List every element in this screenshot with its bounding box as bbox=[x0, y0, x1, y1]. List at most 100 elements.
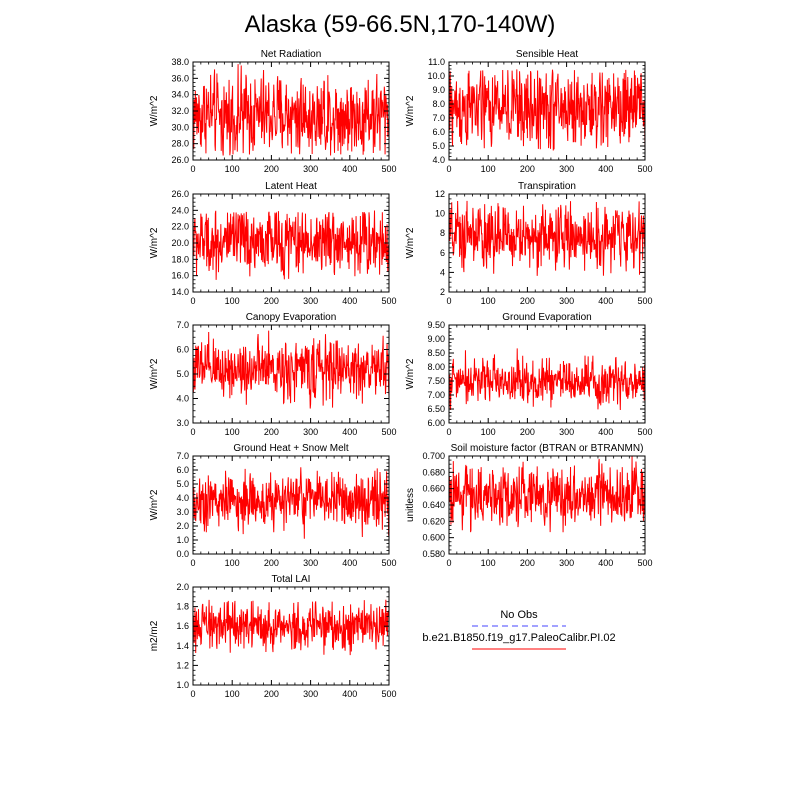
y-tick-label: 1.8 bbox=[176, 602, 189, 612]
y-tick-label: 0.680 bbox=[422, 467, 445, 477]
panel-soil-moisture-factor-btran-or-btranmn: 0 100 200 300 400 500 0.580 0.600 0.620 0.640 0.66… bbox=[405, 443, 653, 568]
y-tick-label: 12 bbox=[435, 189, 445, 199]
x-tick-label: 100 bbox=[225, 689, 240, 699]
y-tick-label: 1.0 bbox=[176, 680, 189, 690]
x-tick-label: 0 bbox=[446, 164, 451, 174]
y-axis-label-ground-heat-snow-melt: W/m^2 bbox=[149, 489, 160, 520]
x-tick-label: 0 bbox=[190, 558, 195, 568]
y-tick-label: 10.0 bbox=[427, 71, 445, 81]
x-tick-label: 500 bbox=[381, 296, 396, 306]
panel-title-canopy-evaporation: Canopy Evaporation bbox=[246, 312, 337, 323]
y-tick-label: 3.0 bbox=[176, 418, 189, 428]
y-axis-label-sensible-heat: W/m^2 bbox=[405, 95, 416, 126]
y-tick-label: 4.0 bbox=[176, 493, 189, 503]
y-axis-label-canopy-evaporation: W/m^2 bbox=[149, 358, 160, 389]
y-tick-label: 6.0 bbox=[176, 465, 189, 475]
x-tick-label: 400 bbox=[598, 164, 613, 174]
y-tick-label: 7.50 bbox=[427, 376, 445, 386]
series-line-ground-evaporation bbox=[448, 348, 646, 411]
y-tick-label: 38.0 bbox=[171, 57, 189, 67]
x-tick-label: 100 bbox=[481, 427, 496, 437]
y-tick-label: 14.0 bbox=[171, 287, 189, 297]
x-tick-label: 500 bbox=[381, 427, 396, 437]
panel-net-radiation: 0 100 200 300 400 500 26.0 28.0 30.0 32.0 34.0 36.0… bbox=[149, 49, 397, 174]
y-axis-label-net-radiation: W/m^2 bbox=[149, 95, 160, 126]
y-tick-label: 28.0 bbox=[171, 139, 189, 149]
panel-sensible-heat: 0 100 200 300 400 500 4.0 5.0 6.0 7.0 8.0 9.0 10.0 11… bbox=[405, 49, 653, 174]
y-tick-label: 8.50 bbox=[427, 348, 445, 358]
x-tick-label: 100 bbox=[481, 164, 496, 174]
x-tick-label: 300 bbox=[303, 164, 318, 174]
y-tick-label: 16.0 bbox=[171, 271, 189, 281]
y-tick-label: 18.0 bbox=[171, 254, 189, 264]
x-tick-label: 0 bbox=[190, 427, 195, 437]
y-tick-label: 24.0 bbox=[171, 205, 189, 215]
y-tick-label: 6.0 bbox=[432, 127, 445, 137]
panel-title-ground-heat-snow-melt: Ground Heat + Snow Melt bbox=[233, 443, 349, 454]
y-tick-label: 11.0 bbox=[428, 57, 445, 67]
y-axis-label-transpiration: W/m^2 bbox=[405, 227, 416, 258]
panel-canopy-evaporation: 0 100 200 300 400 500 3.0 4.0 5.0 6.0 7.0 Canopy Ev… bbox=[149, 312, 397, 437]
series-line-ground-heat-snow-melt bbox=[192, 467, 390, 539]
legend: No Obs b.e21.B1850.f19_g17.PaleoCalibr.P… bbox=[422, 609, 616, 650]
y-tick-label: 0.620 bbox=[422, 516, 445, 526]
x-tick-label: 200 bbox=[520, 296, 535, 306]
x-tick-label: 200 bbox=[520, 558, 535, 568]
x-tick-label: 300 bbox=[303, 558, 318, 568]
x-tick-label: 400 bbox=[598, 427, 613, 437]
panel-transpiration: 0 100 200 300 400 500 2 4 6 8 10 12 Transpiration W/m… bbox=[405, 181, 653, 306]
legend-label-model: b.e21.B1850.f19_g17.PaleoCalibr.PI.02 bbox=[422, 632, 615, 644]
x-tick-label: 200 bbox=[264, 689, 279, 699]
y-tick-label: 1.0 bbox=[176, 535, 189, 545]
x-tick-label: 300 bbox=[559, 427, 574, 437]
x-tick-label: 100 bbox=[481, 296, 496, 306]
y-tick-label: 5.0 bbox=[432, 141, 445, 151]
y-tick-label: 4 bbox=[440, 267, 445, 277]
y-tick-label: 0.600 bbox=[422, 533, 445, 543]
x-tick-label: 200 bbox=[264, 296, 279, 306]
panel-title-net-radiation: Net Radiation bbox=[261, 49, 322, 60]
y-tick-label: 4.0 bbox=[176, 394, 189, 404]
y-tick-label: 8.0 bbox=[432, 99, 445, 109]
y-axis-label-ground-evaporation: W/m^2 bbox=[405, 358, 416, 389]
x-tick-label: 500 bbox=[637, 558, 652, 568]
panels: 0 100 200 300 400 50026.028.030.032.034.036.0… bbox=[149, 49, 653, 699]
series-line-soil-moisture-factor-btran-or-btranmn bbox=[448, 456, 646, 533]
y-tick-label: 5.0 bbox=[176, 369, 189, 379]
x-tick-label: 300 bbox=[303, 689, 318, 699]
series-line-canopy-evaporation bbox=[192, 330, 390, 409]
y-tick-label: 7.0 bbox=[176, 320, 189, 330]
y-tick-label: 26.0 bbox=[171, 155, 189, 165]
series-line-total-lai bbox=[192, 599, 390, 656]
y-tick-label: 10 bbox=[435, 209, 445, 219]
x-tick-label: 0 bbox=[190, 296, 195, 306]
y-tick-label: 1.2 bbox=[176, 660, 189, 670]
y-tick-label: 5.0 bbox=[176, 479, 189, 489]
y-tick-label: 6.00 bbox=[427, 418, 445, 428]
x-tick-label: 100 bbox=[481, 558, 496, 568]
panel-total-lai: 0 100 200 300 400 500 1.0 1.2 1.4 1.6 1.8 2.0 Total … bbox=[149, 574, 397, 699]
panel-title-sensible-heat: Sensible Heat bbox=[516, 49, 578, 60]
x-tick-label: 300 bbox=[559, 296, 574, 306]
y-tick-label: 26.0 bbox=[171, 189, 189, 199]
x-tick-label: 0 bbox=[446, 296, 451, 306]
y-tick-label: 7.00 bbox=[427, 390, 445, 400]
y-tick-label: 0.660 bbox=[422, 484, 445, 494]
panel-title-transpiration: Transpiration bbox=[518, 181, 576, 192]
y-tick-label: 22.0 bbox=[171, 222, 189, 232]
x-tick-label: 500 bbox=[637, 296, 652, 306]
x-tick-label: 500 bbox=[381, 689, 396, 699]
x-tick-label: 400 bbox=[342, 296, 357, 306]
main-title: Alaska (59-66.5N,170-140W) bbox=[245, 11, 556, 38]
x-tick-label: 200 bbox=[264, 427, 279, 437]
y-axis-label-soil-moisture-factor-btran-or-btranmn: unitless bbox=[405, 488, 416, 522]
x-tick-label: 400 bbox=[342, 558, 357, 568]
y-tick-label: 6 bbox=[440, 248, 445, 258]
series-line-net-radiation bbox=[192, 64, 390, 156]
y-tick-label: 9.00 bbox=[427, 334, 445, 344]
y-tick-label: 1.4 bbox=[176, 641, 189, 651]
panel-ground-heat-snow-melt: 0 100 200 300 400 500 0.0 1.0 2.0 3.0 4.0 5.0 6.0 7.0… bbox=[149, 443, 397, 568]
series-line-transpiration bbox=[448, 200, 646, 276]
y-tick-label: 0.0 bbox=[176, 549, 189, 559]
